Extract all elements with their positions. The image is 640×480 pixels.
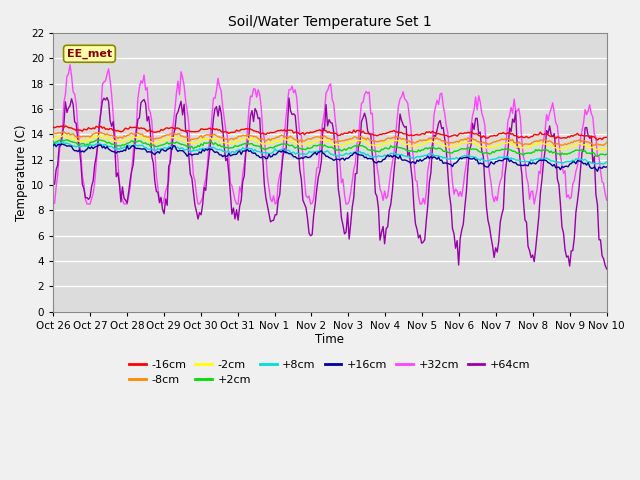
Text: EE_met: EE_met (67, 48, 112, 59)
X-axis label: Time: Time (316, 334, 344, 347)
Y-axis label: Temperature (C): Temperature (C) (15, 124, 28, 221)
Title: Soil/Water Temperature Set 1: Soil/Water Temperature Set 1 (228, 15, 432, 29)
Legend: -16cm, -8cm, -2cm, +2cm, +8cm, +16cm, +32cm, +64cm: -16cm, -8cm, -2cm, +2cm, +8cm, +16cm, +3… (125, 355, 535, 390)
